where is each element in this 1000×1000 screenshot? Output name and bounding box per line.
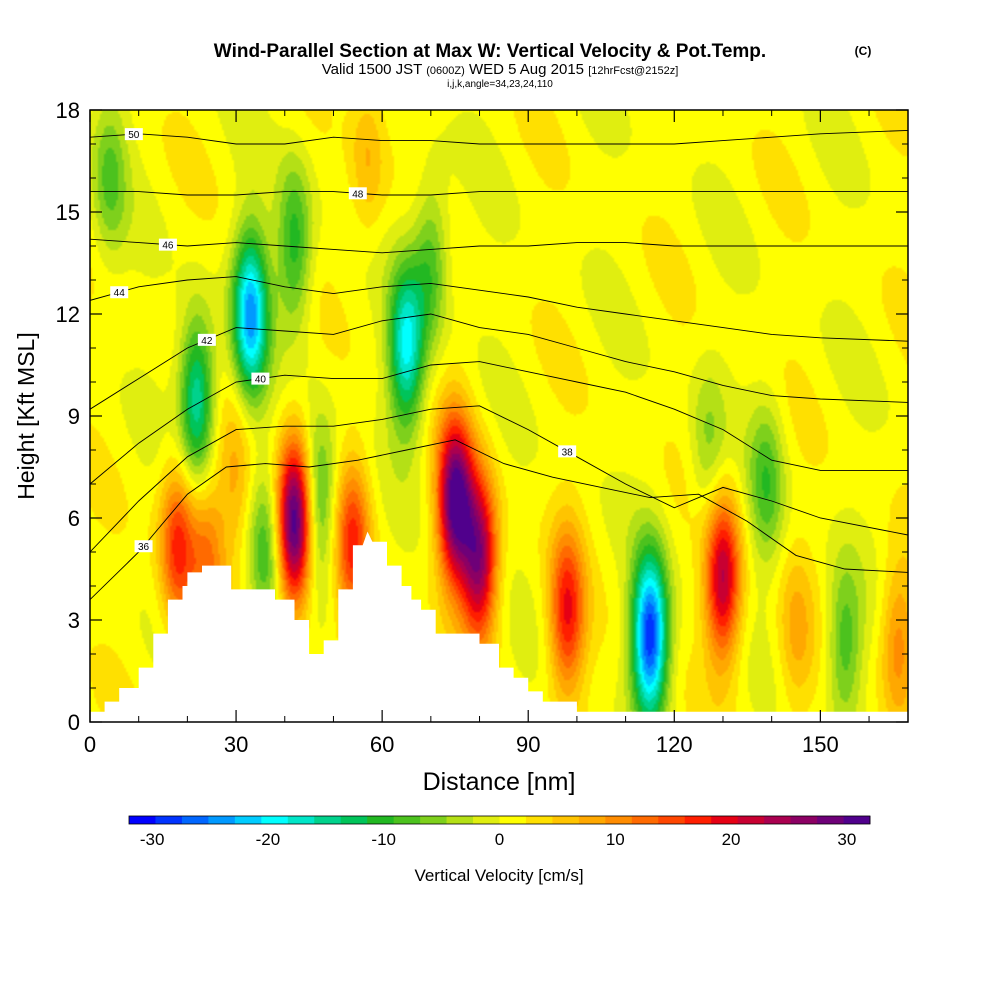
colorbar-tick-label: 30: [837, 830, 856, 849]
colorbar-swatch: [181, 816, 209, 824]
colorbar-swatch: [843, 816, 871, 824]
theta-contour-46: [90, 238, 908, 254]
colorbar-swatch: [473, 816, 500, 824]
colorbar-swatch: [817, 816, 844, 824]
colorbar-swatch: [578, 816, 606, 824]
colorbar-swatch: [711, 816, 739, 824]
theta-contour-44: [90, 276, 908, 342]
colorbar-swatch: [525, 816, 553, 824]
y-tick-label: 9: [68, 404, 80, 429]
theta-contour-42: [90, 313, 908, 410]
svg-text:40: 40: [255, 375, 267, 386]
contour-label-44: 44: [110, 286, 129, 299]
theta-contour-40: [90, 361, 908, 485]
theta-contour-50: [90, 129, 908, 145]
y-tick-label: 3: [68, 608, 80, 633]
theta-contour-38: [90, 405, 908, 553]
svg-text:48: 48: [352, 189, 364, 200]
colorbar-swatch: [764, 816, 791, 824]
colorbar-swatch: [234, 816, 262, 824]
colorbar-tick-label: -30: [140, 830, 165, 849]
svg-text:42: 42: [201, 336, 213, 347]
colorbar-swatch: [261, 816, 289, 824]
indices-line: i,j,k,angle=34,23,24,110: [447, 79, 553, 90]
x-tick-label: 30: [224, 732, 248, 757]
colorbar-swatch: [393, 816, 421, 824]
svg-text:38: 38: [562, 447, 574, 458]
colorbar-swatch: [155, 816, 183, 824]
contour-label-36: 36: [134, 540, 153, 553]
colorbar-tick-label: 0: [495, 830, 504, 849]
colorbar-swatch: [499, 816, 527, 824]
colorbar-swatch: [314, 816, 342, 824]
y-tick-label: 15: [56, 200, 80, 225]
svg-text:50: 50: [128, 130, 140, 141]
copyright-mark: (C): [855, 44, 872, 58]
colorbar-tick-label: -20: [256, 830, 281, 849]
colorbar-label: Vertical Velocity [cm/s]: [414, 866, 583, 885]
plot-area: 36 38 40 42 44 46 48 50: [90, 110, 908, 722]
svg-text:46: 46: [162, 241, 174, 252]
colorbar-swatch: [367, 816, 395, 824]
contour-label-48: 48: [348, 187, 367, 200]
colorbar: -30 -20 -10 0 10 20 30: [128, 815, 871, 849]
colorbar-swatch: [658, 816, 686, 824]
y-tick-label: 12: [56, 302, 80, 327]
colorbar-swatch: [208, 816, 236, 824]
x-axis-label: Distance [nm]: [423, 768, 576, 796]
y-tick-label: 0: [68, 710, 80, 735]
colorbar-swatch: [737, 816, 765, 824]
x-tick-label: 60: [370, 732, 394, 757]
colorbar-swatch: [340, 816, 368, 824]
colorbar-swatch: [446, 816, 474, 824]
y-tick-label: 18: [56, 98, 80, 123]
colorbar-tick-label: 20: [722, 830, 741, 849]
colorbar-swatch: [631, 816, 659, 824]
theta-contour-36: [90, 439, 908, 600]
colorbar-tick-label: 10: [606, 830, 625, 849]
y-axis-label: Height [Kft MSL]: [13, 332, 39, 499]
contour-label-40: 40: [251, 372, 270, 386]
chart-subtitle: Valid 1500 JST (0600Z) WED 5 Aug 2015 [1…: [322, 61, 679, 78]
y-tick-label: 6: [68, 506, 80, 531]
terrain: [90, 531, 908, 722]
theta-contour-labels: 36 38 40 42 44 46 48 50: [110, 128, 577, 553]
contour-label-50: 50: [124, 128, 143, 141]
colorbar-swatch: [287, 816, 315, 824]
x-tick-label: 0: [84, 732, 96, 757]
contour-label-38: 38: [558, 445, 577, 458]
chart-title: Wind-Parallel Section at Max W: Vertical…: [214, 41, 766, 62]
colorbar-swatch: [605, 816, 633, 824]
colorbar-tick-label: -10: [371, 830, 396, 849]
colorbar-swatch: [552, 816, 580, 824]
colorbar-swatch: [420, 816, 447, 824]
colorbar-swatch: [684, 816, 712, 824]
colorbar-swatch: [790, 816, 818, 824]
x-tick-label: 90: [516, 732, 540, 757]
x-tick-label: 120: [656, 732, 693, 757]
svg-text:44: 44: [114, 288, 126, 299]
colorbar-swatch: [129, 816, 156, 824]
svg-text:36: 36: [138, 542, 150, 553]
x-tick-label: 150: [802, 732, 839, 757]
theta-contours: [90, 129, 908, 600]
theta-contour-48: [90, 191, 908, 196]
contour-label-46: 46: [158, 238, 177, 252]
contour-label-42: 42: [197, 333, 216, 347]
